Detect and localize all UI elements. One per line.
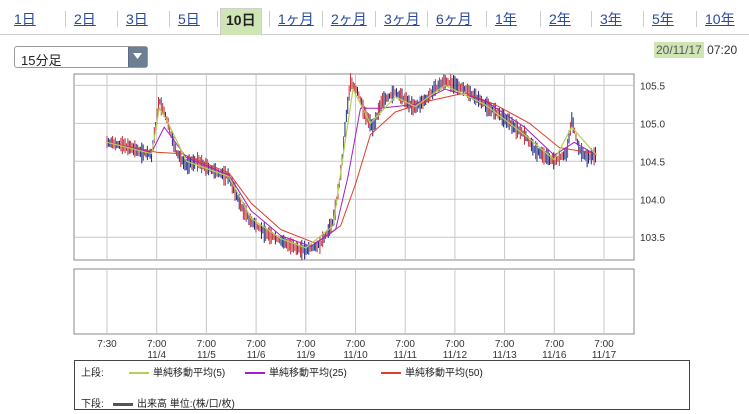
tab-3[interactable]: 3日: [126, 11, 148, 27]
y-tick-label: 104.0: [640, 195, 665, 206]
legend-lower-label: 下段:: [81, 399, 104, 410]
legend-item-sma5: 単純移動平均(5): [129, 364, 225, 379]
tab-divider: [217, 11, 218, 27]
tab-divider: [269, 11, 270, 27]
tab-5[interactable]: 10日: [220, 8, 262, 36]
tab-divider: [540, 11, 541, 27]
y-tick-label: 104.5: [640, 157, 665, 168]
x-tick-label-date: 11/9: [296, 350, 315, 360]
tab-divider: [643, 11, 644, 27]
sma25-line: [106, 88, 597, 247]
x-tick-label-date: 11/13: [492, 350, 517, 360]
x-tick-label-time: 7:00: [545, 339, 565, 350]
last-updated-date: 20/11/17: [654, 42, 704, 58]
legend-item-sma50-label: 単純移動平均(50): [405, 368, 483, 379]
legend: 上段: 単純移動平均(5) 単純移動平均(25) 単純移動平均(50) 下段: …: [74, 360, 690, 410]
volume-swatch: [113, 402, 133, 406]
sma25-swatch: [245, 372, 265, 375]
tab-divider: [65, 11, 66, 27]
chevron-down-icon[interactable]: [128, 47, 147, 67]
tab-4[interactable]: 5日: [178, 11, 200, 27]
tab-divider: [591, 11, 592, 27]
sma50-swatch: [381, 372, 401, 375]
tab-divider: [117, 11, 118, 27]
x-tick-label-date: 11/6: [247, 350, 266, 360]
legend-item-volume: 出来高 単位:(株/口/枚): [113, 395, 235, 410]
tab-7[interactable]: 2ヶ月: [331, 11, 367, 27]
tab-divider: [322, 11, 323, 27]
sma50-line: [106, 92, 597, 244]
tab-14[interactable]: 10年: [705, 11, 735, 27]
x-tick-label-time: 7:00: [594, 339, 614, 350]
tab-divider: [696, 11, 697, 27]
legend-item-sma5-label: 単純移動平均(5): [153, 368, 226, 379]
legend-item-sma50: 単純移動平均(50): [381, 364, 483, 379]
interval-select-value: 15分足: [21, 53, 62, 68]
x-tick-label-date: 11/16: [542, 350, 567, 360]
x-tick-label-date: 11/4: [147, 350, 166, 360]
tab-12[interactable]: 3年: [600, 11, 622, 27]
last-updated-time: 07:20: [707, 43, 738, 57]
x-tick-label-date: 11/11: [393, 350, 417, 360]
x-tick-label-time: 7:00: [246, 339, 266, 350]
x-tick-label-date: 11/12: [443, 350, 468, 360]
tab-divider: [169, 11, 170, 27]
price-panel: [73, 73, 635, 261]
tab-9[interactable]: 6ヶ月: [436, 11, 472, 27]
x-tick-label-time: 7:00: [495, 339, 515, 350]
volume-panel: [73, 268, 635, 335]
tab-6[interactable]: 1ヶ月: [278, 11, 314, 27]
x-tick-label-date: 11/17: [592, 350, 617, 360]
legend-item-sma25-label: 単純移動平均(25): [269, 368, 347, 379]
y-tick-label: 105.5: [640, 81, 665, 92]
legend-item-sma25: 単純移動平均(25): [245, 364, 347, 379]
x-tick-label-time: 7:30: [97, 339, 117, 350]
x-tick-label-time: 7:00: [197, 339, 217, 350]
legend-upper-label: 上段:: [81, 368, 104, 379]
tab-13[interactable]: 5年: [652, 11, 674, 27]
x-tick-label-time: 7:00: [296, 339, 316, 350]
y-tick-label: 103.5: [640, 233, 665, 244]
legend-item-volume-label: 出来高 単位:(株/口/枚): [137, 399, 235, 410]
x-tick-label-date: 11/10: [343, 350, 368, 360]
price-chart: 7:30 7:0011/47:0011/57:0011/67:0011/97:00…: [73, 73, 665, 360]
sma5-swatch: [129, 372, 149, 375]
tab-2[interactable]: 2日: [74, 11, 96, 27]
interval-select[interactable]: 15分足: [14, 46, 148, 68]
tab-11[interactable]: 2年: [549, 11, 571, 27]
last-updated: 20/11/17 07:20: [654, 42, 738, 58]
y-tick-label: 105.0: [640, 119, 665, 130]
tab-divider: [375, 11, 376, 27]
x-tick-label-time: 7:00: [445, 339, 465, 350]
x-tick-label-time: 7:00: [147, 339, 167, 350]
sma5-line: [106, 84, 597, 249]
tab-10[interactable]: 1年: [495, 11, 517, 27]
x-tick-label-time: 7:00: [395, 339, 415, 350]
tab-1[interactable]: 1日: [14, 11, 36, 27]
period-tabs: 1日 2日 3日 5日 10日 1ヶ月 2ヶ月 3ヶ月 6ヶ月 1年 2年 3年 5年 10年: [0, 0, 749, 36]
x-tick-label-time: 7:00: [346, 339, 366, 350]
x-tick-label-date: 11/5: [197, 350, 216, 360]
tab-8[interactable]: 3ヶ月: [384, 11, 420, 27]
tab-divider: [427, 11, 428, 27]
tab-divider: [486, 11, 487, 27]
